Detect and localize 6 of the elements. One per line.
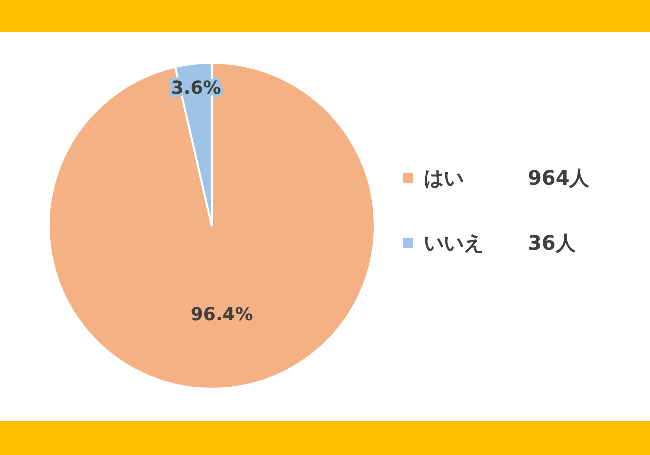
data-label: 96.4%	[190, 304, 254, 326]
legend-label: はい	[424, 166, 464, 190]
pie-slice	[48, 62, 376, 390]
legend-label: いいえ	[424, 231, 484, 255]
text: 964人	[528, 166, 591, 190]
text: 36人	[528, 231, 577, 255]
